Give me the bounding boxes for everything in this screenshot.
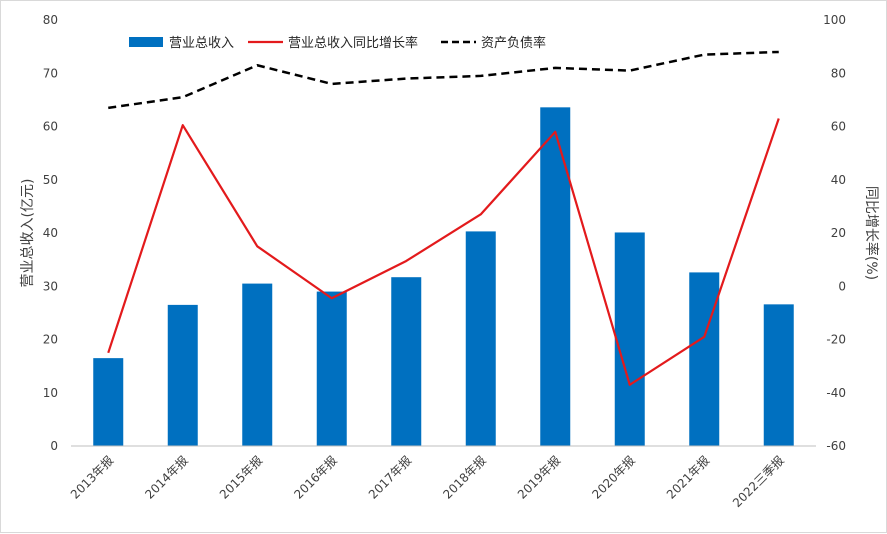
bar-2015年报 <box>242 283 273 446</box>
y-axis-ticks: 0 10 20 30 40 50 60 70 80 <box>43 13 58 453</box>
y2-axis-ticks: -60 -40 -20 0 20 40 60 80 100 <box>823 13 846 453</box>
legend-label-revenue: 营业总收入 <box>169 36 234 51</box>
legend-label-growth: 营业总收入同比增长率 <box>288 35 418 51</box>
y2-tick-label: -20 <box>826 333 846 347</box>
growth-rate-line <box>107 118 780 386</box>
bar-2020年报 <box>614 232 645 446</box>
y2-tick-label: 0 <box>838 279 846 293</box>
y2-tick-label: 60 <box>831 120 846 134</box>
x-tick-label: 2013年报 <box>67 453 116 502</box>
x-tick-label: 2019年报 <box>514 453 563 502</box>
x-tick-label: 2021年报 <box>663 453 712 502</box>
legend: 营业总收入 营业总收入同比增长率 资产负债率 <box>129 35 546 51</box>
x-tick-label: 2014年报 <box>142 453 191 502</box>
bars-layer <box>93 107 794 446</box>
x-axis-ticks: 2013年报 2014年报 2015年报 2016年报 2017年报 2018年报 2019… <box>67 453 787 511</box>
y-tick-label: 60 <box>43 120 58 134</box>
y-tick-label: 20 <box>43 333 58 347</box>
y2-tick-label: 80 <box>831 66 846 80</box>
bar-2013年报 <box>93 358 124 446</box>
y2-tick-label: 40 <box>831 173 846 187</box>
y-tick-label: 40 <box>43 226 58 240</box>
y2-tick-label: 100 <box>823 13 846 27</box>
y2-tick-label: -60 <box>826 439 846 453</box>
y2-tick-label: 20 <box>831 226 846 240</box>
x-tick-label: 2017年报 <box>365 453 414 502</box>
y2-tick-label: -40 <box>826 386 846 400</box>
bar-2021年报 <box>689 272 720 446</box>
y-tick-label: 50 <box>43 173 58 187</box>
debt-ratio-line <box>108 50 779 110</box>
y-tick-label: 10 <box>43 386 58 400</box>
y-tick-label: 0 <box>50 439 58 453</box>
bar-2016年报 <box>316 291 347 446</box>
y2-axis-title: 同比增长率(%) <box>863 186 880 280</box>
x-tick-label: 2022三季报 <box>729 453 787 511</box>
y-axis-title: 营业总收入(亿元) <box>20 179 36 288</box>
y-tick-label: 80 <box>43 13 58 27</box>
lines-layer <box>107 50 780 386</box>
legend-label-debt-ratio: 资产负债率 <box>481 35 546 51</box>
legend-swatch-revenue <box>129 37 163 47</box>
bar-2019年报 <box>540 107 571 446</box>
bar-2017年报 <box>391 277 422 446</box>
bar-2014年报 <box>167 304 198 446</box>
x-tick-label: 2015年报 <box>216 453 265 502</box>
bar-2022三季报 <box>763 304 794 446</box>
y-tick-label: 30 <box>43 279 58 293</box>
y-tick-label: 70 <box>43 66 58 80</box>
x-tick-label: 2016年报 <box>291 453 340 502</box>
x-tick-label: 2018年报 <box>440 453 489 502</box>
x-tick-label: 2020年报 <box>589 453 638 502</box>
bar-2018年报 <box>465 231 496 446</box>
